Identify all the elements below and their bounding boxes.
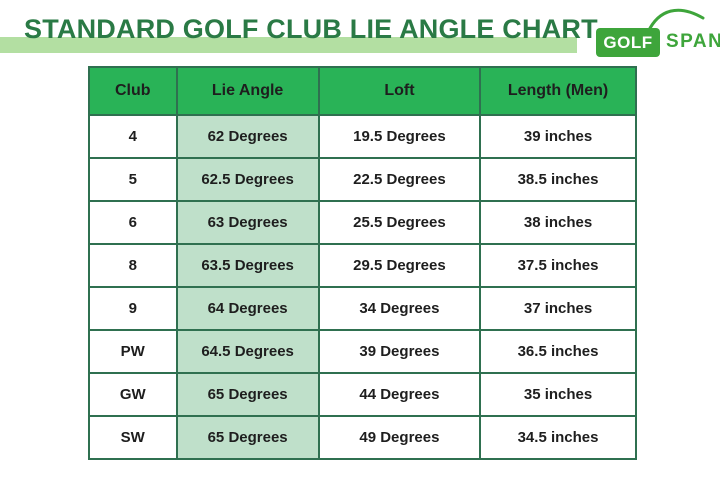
- cell-loft: 29.5 Degrees: [317, 243, 482, 288]
- cell-loft: 25.5 Degrees: [317, 200, 482, 245]
- cell-club: SW: [88, 415, 178, 460]
- table-row: 6 63 Degrees 25.5 Degrees 38 inches: [88, 200, 637, 245]
- cell-loft: 19.5 Degrees: [317, 114, 482, 159]
- cell-lie-angle: 65 Degrees: [175, 372, 320, 417]
- lie-angle-table: Club Lie Angle Loft Length (Men) 4 62 Deg…: [88, 66, 637, 460]
- cell-length: 38.5 inches: [479, 157, 637, 202]
- table-header-row: Club Lie Angle Loft Length (Men): [88, 66, 637, 116]
- table-row: 8 63.5 Degrees 29.5 Degrees 37.5 inches: [88, 243, 637, 288]
- cell-lie-angle: 62 Degrees: [175, 114, 320, 159]
- cell-loft: 34 Degrees: [317, 286, 482, 331]
- cell-club: GW: [88, 372, 178, 417]
- cell-length: 38 inches: [479, 200, 637, 245]
- header-lie-angle: Lie Angle: [175, 66, 320, 116]
- header-club: Club: [88, 66, 178, 116]
- header-loft: Loft: [317, 66, 482, 116]
- cell-length: 34.5 inches: [479, 415, 637, 460]
- cell-loft: 22.5 Degrees: [317, 157, 482, 202]
- table-row: 5 62.5 Degrees 22.5 Degrees 38.5 inches: [88, 157, 637, 202]
- table-row: 4 62 Degrees 19.5 Degrees 39 inches: [88, 114, 637, 159]
- golfspan-logo: GOLF SPAN: [596, 6, 720, 58]
- cell-lie-angle: 65 Degrees: [175, 415, 320, 460]
- page-title: STANDARD GOLF CLUB LIE ANGLE CHART: [24, 14, 598, 44]
- title-highlight-bar: [0, 37, 577, 53]
- cell-club: 6: [88, 200, 178, 245]
- cell-club: 9: [88, 286, 178, 331]
- cell-lie-angle: 63.5 Degrees: [175, 243, 320, 288]
- cell-loft: 44 Degrees: [317, 372, 482, 417]
- table-row: 9 64 Degrees 34 Degrees 37 inches: [88, 286, 637, 331]
- logo-golf-badge: GOLF: [596, 28, 660, 57]
- cell-length: 37.5 inches: [479, 243, 637, 288]
- cell-club: PW: [88, 329, 178, 374]
- cell-lie-angle: 63 Degrees: [175, 200, 320, 245]
- swoosh-icon: [646, 8, 705, 33]
- cell-lie-angle: 64 Degrees: [175, 286, 320, 331]
- table-row: SW 65 Degrees 49 Degrees 34.5 inches: [88, 415, 637, 460]
- cell-loft: 49 Degrees: [317, 415, 482, 460]
- cell-lie-angle: 62.5 Degrees: [175, 157, 320, 202]
- table-body: 4 62 Degrees 19.5 Degrees 39 inches 5 62.5 De…: [88, 114, 637, 460]
- logo-span-text: SPAN: [666, 31, 720, 52]
- cell-length: 36.5 inches: [479, 329, 637, 374]
- table-row: PW 64.5 Degrees 39 Degrees 36.5 inches: [88, 329, 637, 374]
- cell-loft: 39 Degrees: [317, 329, 482, 374]
- cell-length: 35 inches: [479, 372, 637, 417]
- cell-club: 5: [88, 157, 178, 202]
- header-length-men: Length (Men): [479, 66, 637, 116]
- cell-length: 39 inches: [479, 114, 637, 159]
- cell-lie-angle: 64.5 Degrees: [175, 329, 320, 374]
- cell-club: 4: [88, 114, 178, 159]
- cell-club: 8: [88, 243, 178, 288]
- table-row: GW 65 Degrees 44 Degrees 35 inches: [88, 372, 637, 417]
- cell-length: 37 inches: [479, 286, 637, 331]
